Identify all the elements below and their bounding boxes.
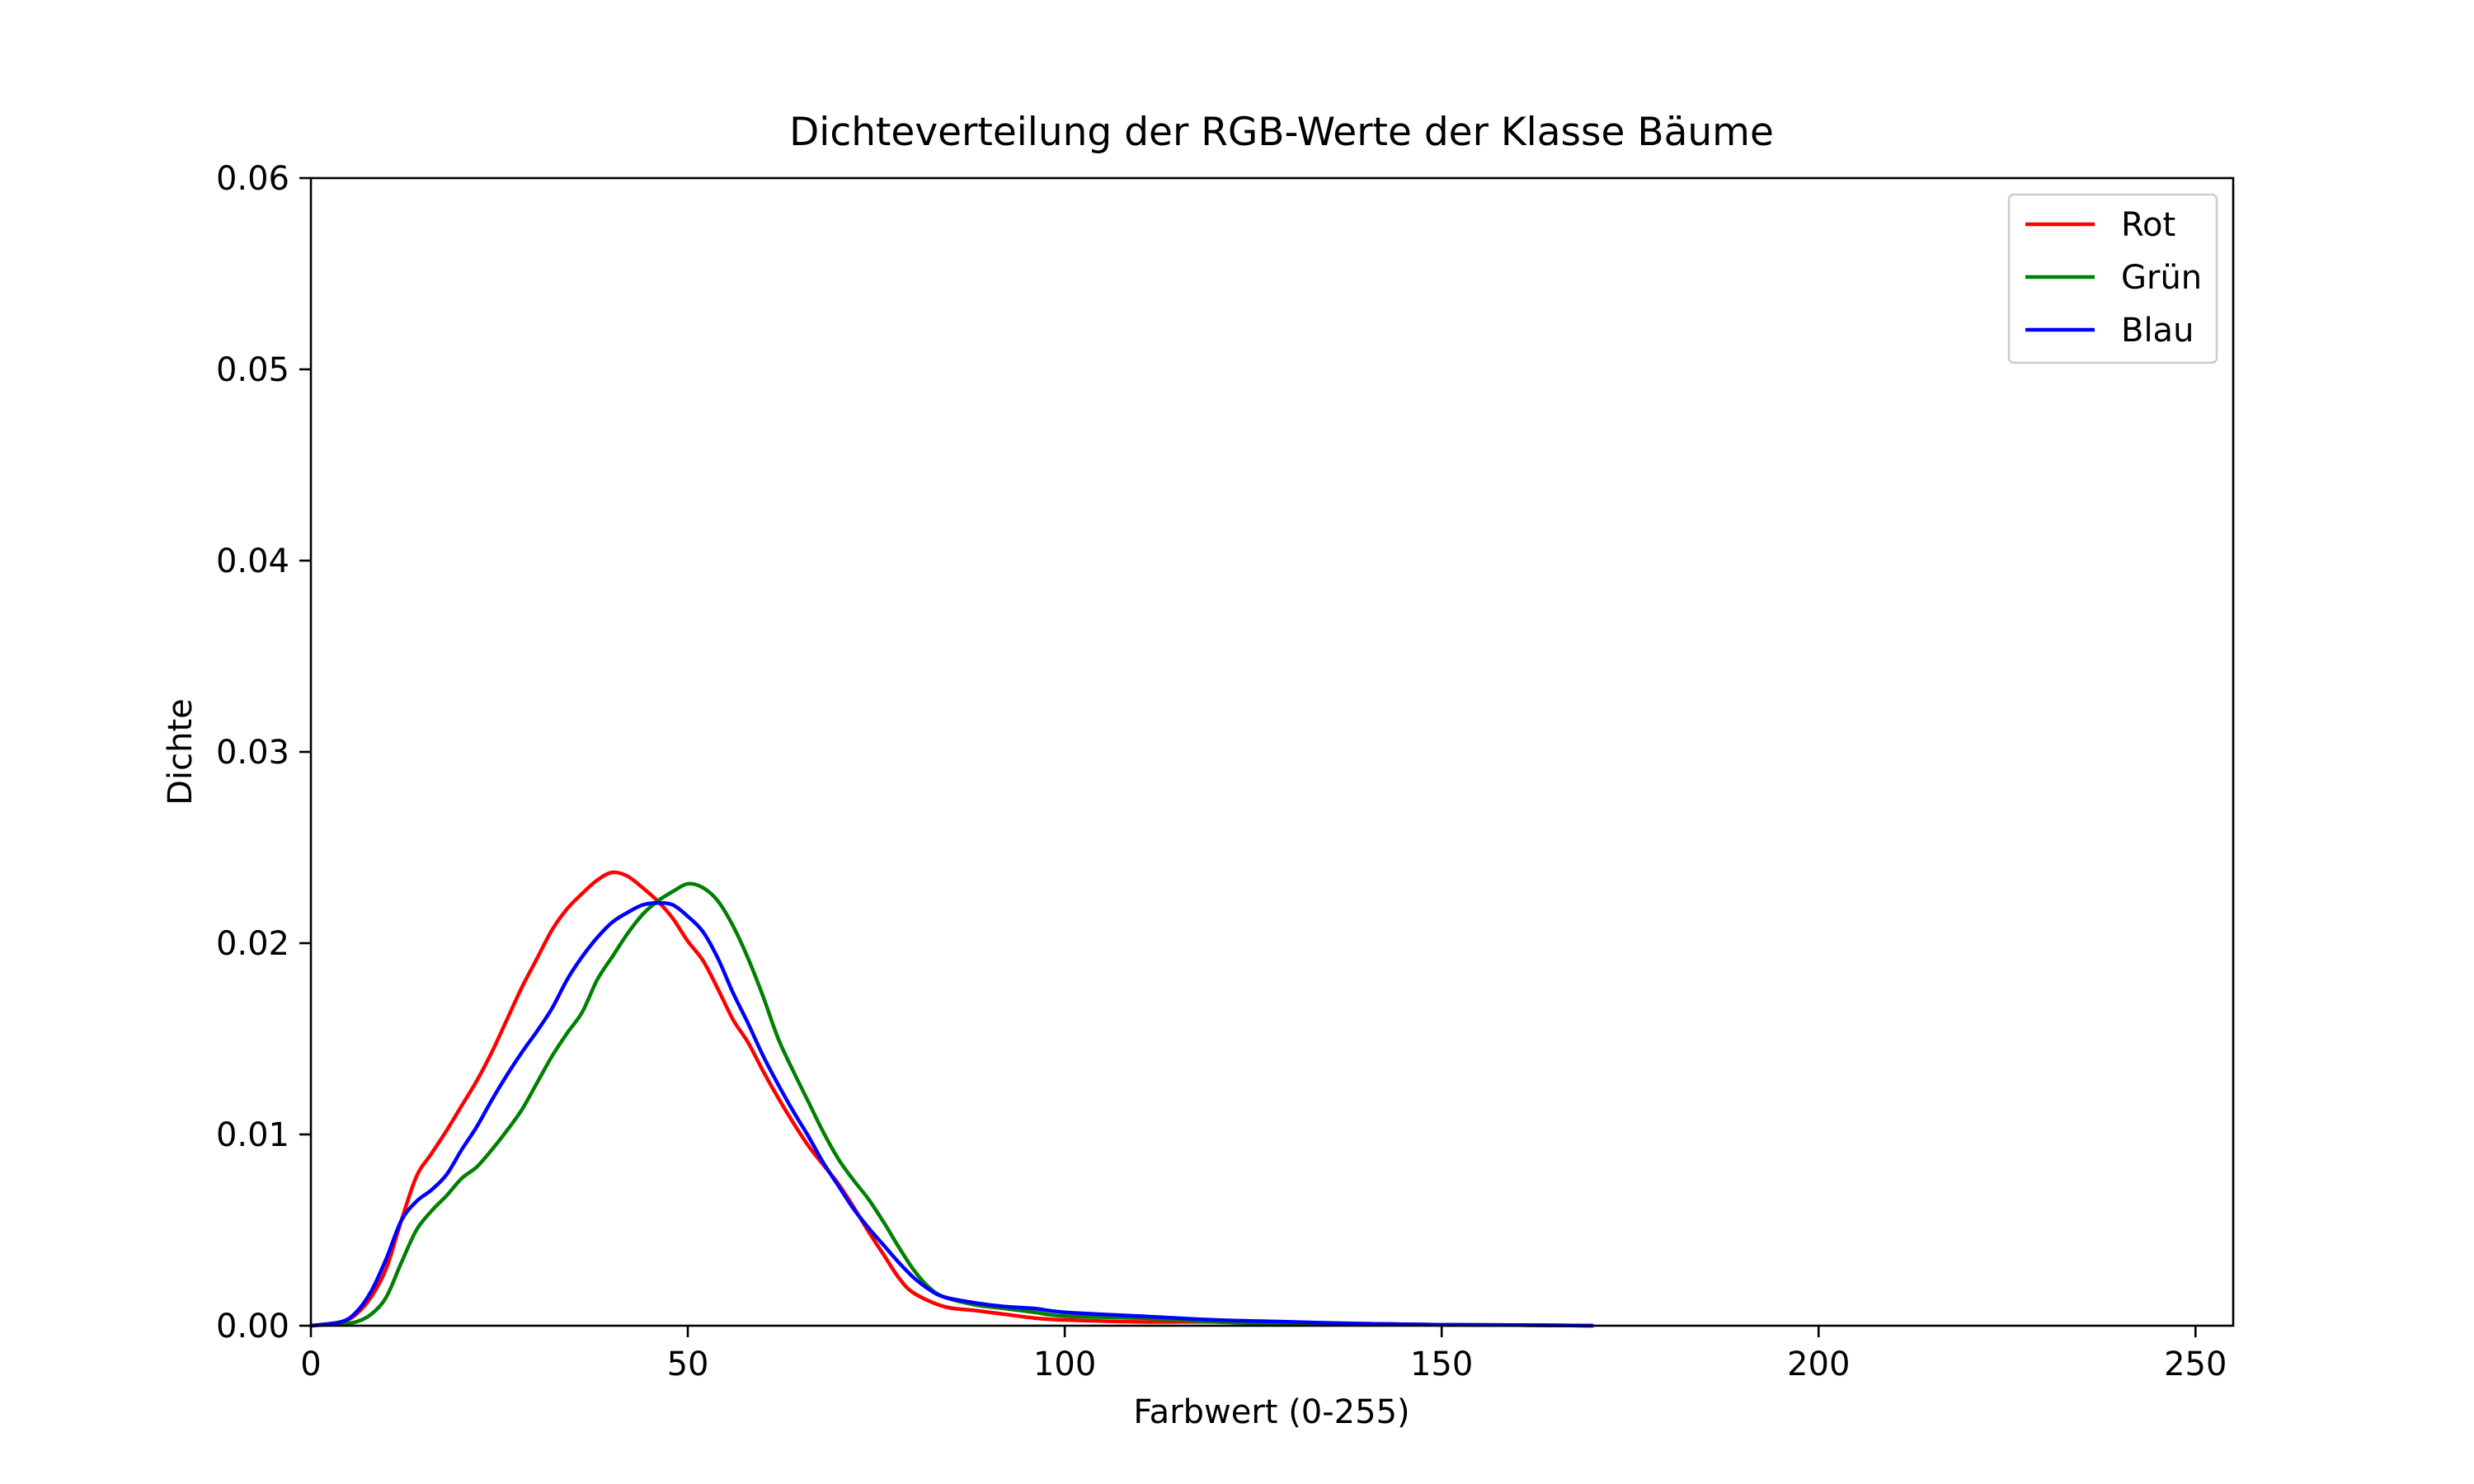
legend-label: Grün [2121, 259, 2202, 297]
x-tick-label: 150 [1410, 1345, 1473, 1383]
legend: Rot Grün Blau [2007, 193, 2218, 364]
y-tick-label: 0.00 [216, 1308, 289, 1345]
series-line-rot [308, 870, 1595, 1328]
y-tick-label: 0.02 [216, 925, 289, 963]
y-tick-label: 0.04 [216, 542, 289, 580]
y-axis: 0.00 0.01 0.02 0.03 0.04 0.05 0.06 [216, 160, 311, 1345]
legend-label: Rot [2121, 206, 2175, 244]
x-axis: 0 50 100 150 200 250 [300, 1326, 2227, 1383]
series-line-grün [308, 881, 1595, 1328]
x-tick-label: 0 [300, 1345, 321, 1383]
x-tick-label: 200 [1787, 1345, 1850, 1383]
x-tick-label: 50 [667, 1345, 709, 1383]
y-tick-label: 0.06 [216, 160, 289, 198]
x-tick-label: 250 [2164, 1345, 2227, 1383]
legend-label: Blau [2121, 312, 2194, 350]
plot-frame [309, 176, 2235, 1327]
chart-title: Dichteverteilung der RGB-Werte der Klass… [789, 110, 1774, 155]
y-tick-label: 0.01 [216, 1116, 289, 1154]
y-tick-label: 0.03 [216, 734, 289, 772]
x-tick-label: 100 [1033, 1345, 1096, 1383]
legend-box [2007, 193, 2218, 364]
series-line-blau [308, 901, 1595, 1328]
x-axis-label: Farbwert (0-255) [1133, 1393, 1409, 1431]
y-axis-label: Dichte [162, 698, 200, 805]
y-tick-label: 0.05 [216, 351, 289, 389]
density-curves [308, 870, 1595, 1328]
